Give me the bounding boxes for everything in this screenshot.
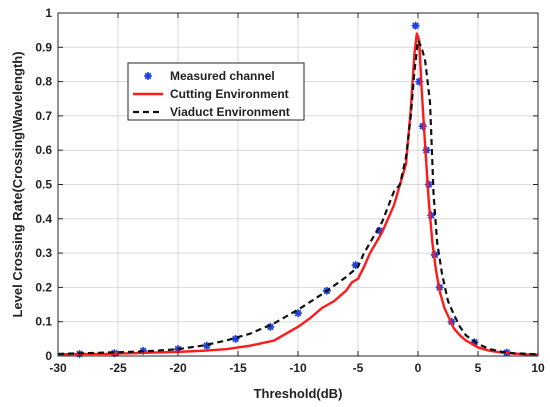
- y-tick-label: 1: [45, 6, 52, 20]
- y-tick-label: 0.3: [35, 246, 52, 260]
- x-tick-label: -30: [49, 361, 67, 375]
- series-layer: [57, 21, 539, 359]
- measured-channel-point: [351, 261, 360, 270]
- y-tick-label: 0.8: [35, 75, 52, 89]
- x-tick-label: 5: [475, 361, 482, 375]
- ticks: -30 -25 -20 -15 -10 -5 0 5 10 0 0.1 0.2 0.3 0.4 0.5 0.6…: [35, 6, 545, 375]
- x-tick-label: -20: [169, 361, 187, 375]
- y-axis-label: Level Crossing Rate(Crossing\Wavelength): [10, 51, 25, 317]
- y-tick-label: 0.5: [35, 178, 52, 192]
- measured-channel-point: [293, 309, 303, 318]
- viaduct-environment-line: [57, 39, 539, 356]
- legend-box: [127, 62, 305, 121]
- x-tick-label: 0: [415, 361, 422, 375]
- y-tick-label: 0.9: [35, 40, 52, 54]
- x-tick-label: 10: [531, 361, 545, 375]
- y-tick-label: 0.6: [35, 143, 52, 157]
- y-tick-label: 0: [45, 349, 52, 363]
- y-tick-label: 0.4: [35, 212, 52, 226]
- x-tick-label: -25: [109, 361, 127, 375]
- legend-symbol-measured-channel: [143, 71, 153, 81]
- y-tick-label: 0.1: [35, 315, 52, 329]
- legend-label-cutting-environment: Cutting Environment: [170, 87, 289, 101]
- y-tick-label: 0.2: [35, 280, 52, 294]
- y-tick-label: 0.7: [35, 109, 52, 123]
- measured-channel-point: [411, 21, 420, 30]
- legend: Measured channel Cutting Environment Via…: [127, 62, 305, 121]
- legend-label-measured-channel: Measured channel: [170, 69, 275, 83]
- x-tick-label: -5: [353, 361, 364, 375]
- x-axis-label: Threshold(dB): [254, 386, 343, 401]
- x-tick-label: -10: [289, 361, 307, 375]
- legend-marker-asterisk: [143, 71, 153, 81]
- x-tick-label: -15: [229, 361, 247, 375]
- legend-label-viaduct-environment: Viaduct Environment: [170, 105, 290, 119]
